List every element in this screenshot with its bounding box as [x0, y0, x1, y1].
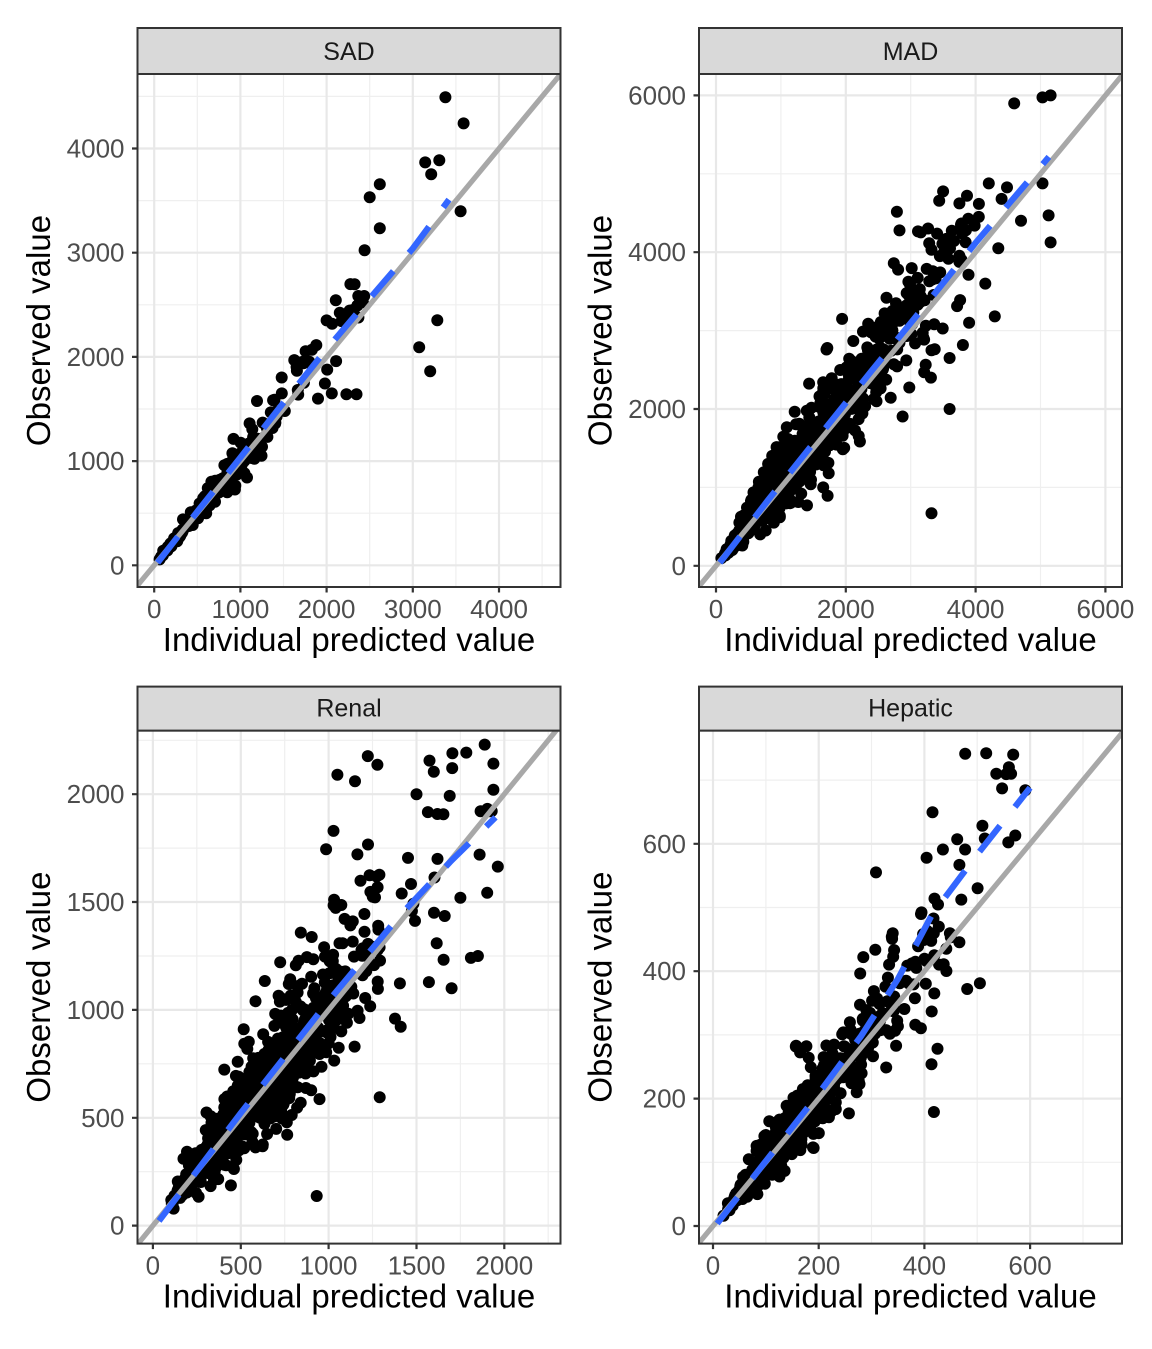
svg-text:3000: 3000 [67, 238, 125, 268]
svg-text:3000: 3000 [384, 594, 442, 624]
svg-text:1000: 1000 [211, 594, 269, 624]
svg-text:1000: 1000 [300, 1251, 358, 1281]
svg-text:0: 0 [110, 1211, 124, 1241]
svg-text:200: 200 [643, 1084, 686, 1114]
svg-text:4000: 4000 [67, 134, 125, 164]
svg-text:Individual predicted value: Individual predicted value [724, 1277, 1096, 1314]
svg-text:Observed value: Observed value [20, 215, 57, 446]
svg-text:6000: 6000 [628, 80, 686, 110]
svg-text:0: 0 [146, 1251, 160, 1281]
svg-text:0: 0 [706, 1251, 720, 1281]
svg-text:1000: 1000 [67, 446, 125, 476]
svg-text:600: 600 [643, 829, 686, 859]
svg-text:2000: 2000 [628, 394, 686, 424]
svg-text:0: 0 [672, 551, 686, 581]
svg-text:2000: 2000 [475, 1251, 533, 1281]
svg-text:1000: 1000 [67, 995, 125, 1025]
svg-text:2000: 2000 [67, 779, 125, 809]
svg-text:SAD: SAD [323, 38, 374, 66]
svg-text:6000: 6000 [1076, 594, 1134, 624]
svg-text:500: 500 [81, 1103, 124, 1133]
svg-text:0: 0 [672, 1211, 686, 1241]
svg-text:Observed value: Observed value [20, 872, 57, 1103]
svg-text:600: 600 [1008, 1251, 1051, 1281]
svg-text:4000: 4000 [470, 594, 528, 624]
svg-text:Hepatic: Hepatic [868, 694, 953, 722]
svg-text:2000: 2000 [817, 594, 875, 624]
svg-text:1500: 1500 [67, 887, 125, 917]
svg-text:2000: 2000 [67, 342, 125, 372]
svg-text:4000: 4000 [947, 594, 1005, 624]
svg-text:400: 400 [903, 1251, 946, 1281]
svg-text:Individual predicted value: Individual predicted value [163, 621, 535, 658]
svg-text:Observed value: Observed value [582, 872, 619, 1103]
svg-text:500: 500 [219, 1251, 262, 1281]
svg-text:200: 200 [797, 1251, 840, 1281]
svg-text:MAD: MAD [883, 38, 939, 66]
svg-text:Individual predicted value: Individual predicted value [163, 1277, 535, 1314]
svg-text:1500: 1500 [388, 1251, 446, 1281]
svg-text:Observed value: Observed value [582, 215, 619, 446]
svg-text:4000: 4000 [628, 237, 686, 267]
svg-text:0: 0 [147, 594, 161, 624]
svg-text:Renal: Renal [316, 694, 381, 722]
svg-text:400: 400 [643, 956, 686, 986]
svg-text:0: 0 [110, 550, 124, 580]
svg-text:Individual predicted value: Individual predicted value [724, 621, 1096, 658]
svg-text:0: 0 [709, 594, 723, 624]
svg-text:2000: 2000 [298, 594, 356, 624]
